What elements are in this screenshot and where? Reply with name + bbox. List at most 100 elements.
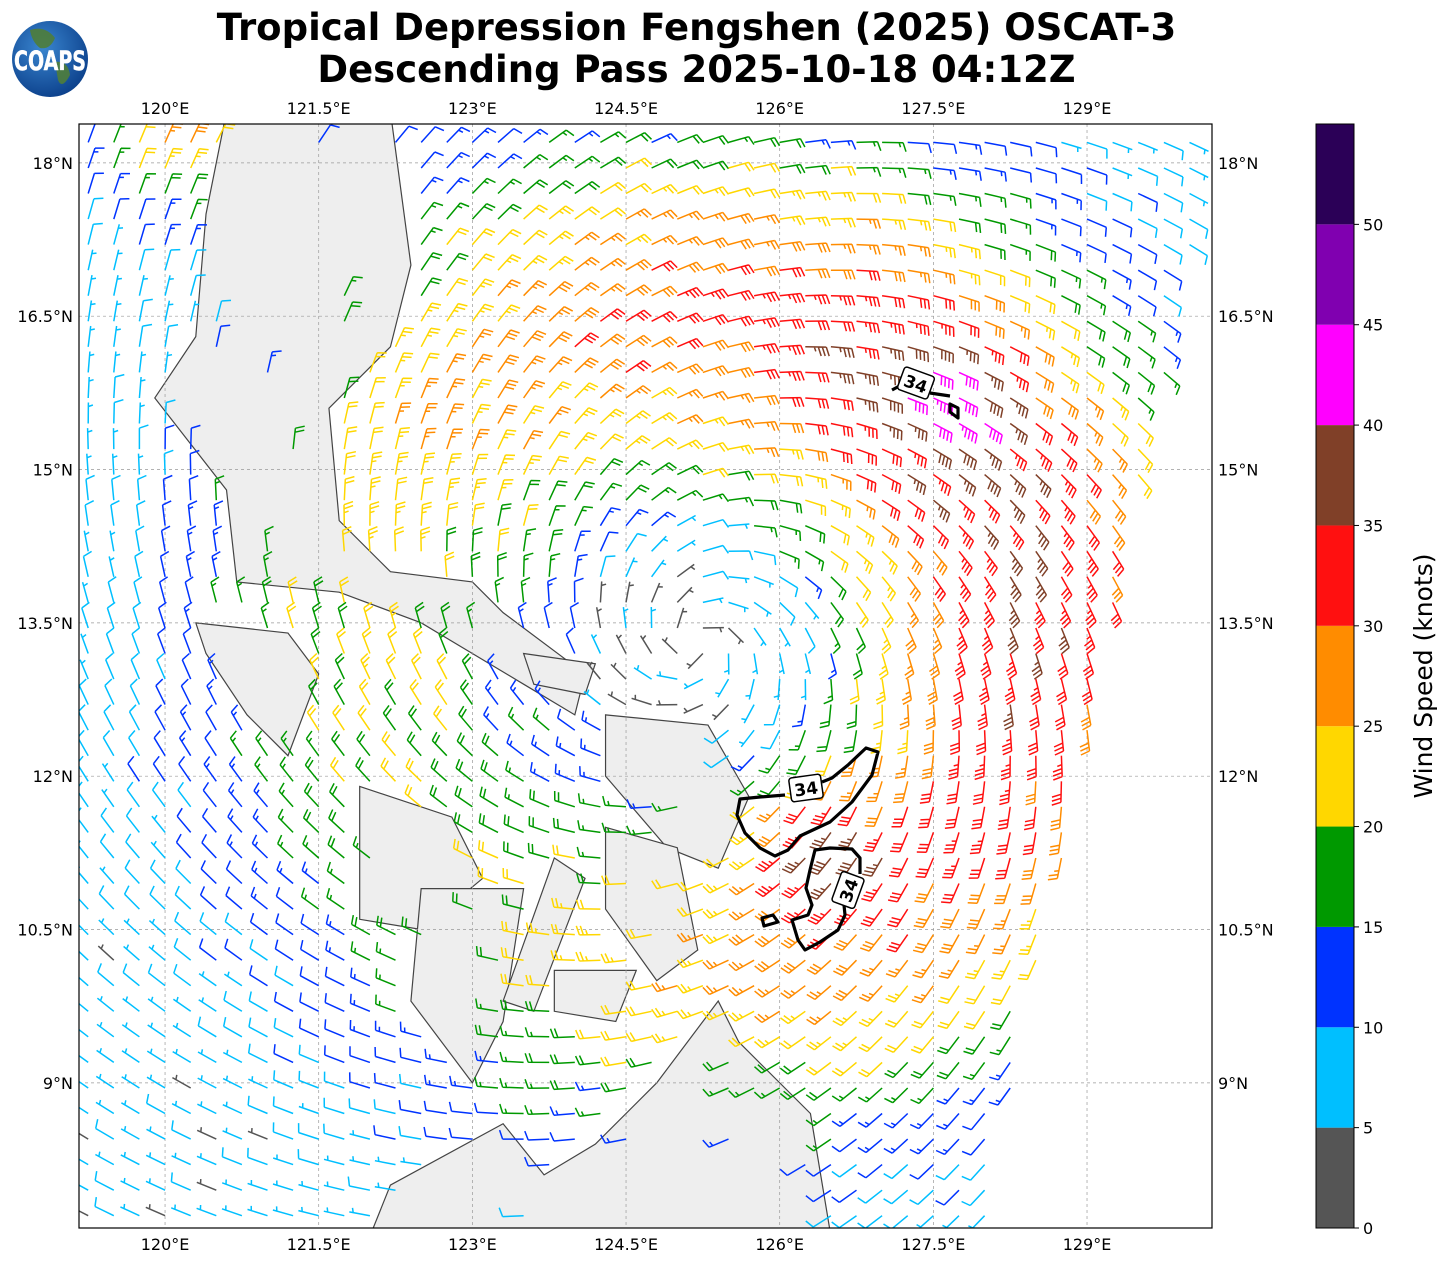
wind-barb [1009, 525, 1025, 551]
wind-barb [956, 627, 968, 655]
plot-frame [78, 123, 1213, 1229]
wind-barb [599, 531, 619, 552]
wind-barb [625, 334, 652, 348]
wind-barb [222, 1016, 243, 1038]
wind-barb [625, 233, 652, 246]
wind-barb [458, 705, 473, 731]
wind-barb [138, 147, 157, 169]
wind-barb [980, 653, 992, 680]
wind-barb [651, 535, 669, 552]
chart-title-line1: Tropical Depression Fengshen (2025) OSCA… [216, 6, 1177, 49]
wind-barb [805, 1138, 832, 1152]
wind-barb [728, 1036, 755, 1048]
wind-barb [651, 1007, 678, 1018]
wind-barb [94, 1170, 115, 1191]
wind-barb [494, 576, 505, 603]
wind-barb [155, 678, 166, 705]
contour-label-2: 34 [831, 870, 865, 910]
wind-barb [500, 947, 524, 961]
wind-barb [753, 601, 772, 617]
wind-barb [349, 993, 371, 1012]
wind-barb [831, 1087, 857, 1102]
wind-barb [1061, 269, 1082, 289]
wind-barb [835, 857, 858, 877]
wind-barb [149, 885, 166, 910]
wind-barb [1061, 218, 1082, 237]
wind-barb [1189, 243, 1209, 265]
wind-barb [86, 453, 92, 475]
wind-barb [361, 627, 372, 654]
wind-barb [753, 291, 780, 303]
wind-barb [524, 1156, 550, 1167]
wind-barb [247, 1095, 268, 1115]
wind-barb [933, 346, 954, 364]
wind-barb [479, 786, 499, 808]
wind-barb [1080, 704, 1092, 731]
wind-barb [82, 550, 92, 577]
wind-barb [1086, 576, 1098, 603]
wind-barb [1086, 320, 1106, 342]
wind-barb [446, 252, 469, 271]
wind-barb [429, 784, 448, 808]
colorbar-bin [1316, 826, 1354, 927]
wind-barb [779, 189, 806, 200]
wind-barb [98, 918, 115, 936]
wind-barb [883, 1164, 909, 1180]
wind-barb [599, 283, 626, 297]
wind-barb [968, 857, 986, 879]
wind-barb [466, 601, 476, 629]
wind-barb [727, 627, 745, 645]
wind-barb [907, 397, 929, 416]
wind-barb [753, 214, 781, 225]
wind-barb [806, 959, 832, 975]
wind-barb [229, 730, 243, 757]
wind-barb [729, 780, 755, 796]
wind-barb [962, 1061, 986, 1081]
wind-barb [548, 129, 575, 144]
wind-barb [984, 550, 998, 577]
wind-barb [174, 885, 192, 910]
wind-barb [949, 730, 961, 756]
wind-barb [249, 939, 268, 961]
wind-barb [651, 462, 677, 476]
wind-barb [938, 959, 960, 979]
wind-barb [327, 835, 345, 859]
wind-barb [1010, 167, 1033, 183]
wind-barb [677, 236, 704, 246]
wind-barb [754, 933, 781, 948]
wind-barb [651, 158, 678, 169]
wind-barb [661, 637, 678, 655]
wind-barb [148, 918, 166, 936]
wind-barb [779, 396, 805, 408]
wind-barb [882, 243, 906, 256]
wind-barb [381, 731, 397, 757]
wind-barb [471, 152, 497, 169]
wind-barb [548, 381, 572, 399]
wind-barb [599, 308, 626, 322]
wind-barb [805, 1087, 832, 1101]
wind-barb [910, 1061, 934, 1079]
wind-barb [287, 576, 298, 603]
wind-barb [909, 1164, 934, 1180]
lon-tick-label-top: 120°E [141, 99, 190, 118]
wind-barb [201, 808, 217, 833]
wind-barb [830, 191, 856, 202]
wind-barb [1035, 192, 1057, 210]
wind-barb [222, 1101, 243, 1115]
wind-barb [184, 576, 194, 603]
wind-barb [882, 218, 907, 230]
wind-barb [999, 781, 1011, 806]
wind-barb [963, 1036, 986, 1055]
lon-tick-label-bottom: 120°E [141, 1235, 190, 1254]
wind-barb [323, 1045, 345, 1064]
wind-barb [393, 526, 405, 552]
wind-barb [602, 795, 627, 808]
wind-barb [349, 1130, 371, 1140]
wind-barb [247, 1128, 268, 1140]
wind-barb [702, 985, 729, 996]
wind-barb [323, 1181, 345, 1191]
wind-barb [132, 601, 142, 629]
wind-barb [778, 653, 785, 675]
wind-barb [277, 808, 294, 833]
wind-barb [984, 218, 1007, 234]
